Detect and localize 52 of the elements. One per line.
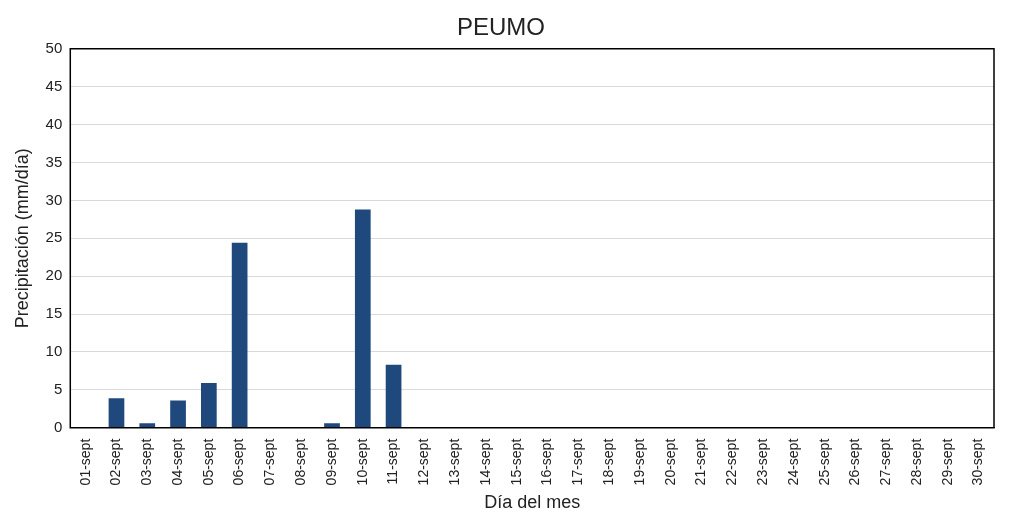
x-tick-label: 22-sept bbox=[723, 438, 740, 486]
x-tick-label: 18-sept bbox=[599, 438, 616, 486]
x-tick-label: 03-sept bbox=[138, 438, 155, 486]
y-tick-label: 10 bbox=[45, 342, 63, 360]
y-tick-label: 25 bbox=[45, 228, 63, 246]
x-tick-label: 01-sept bbox=[76, 438, 93, 486]
x-tick-label: 29-sept bbox=[938, 438, 955, 486]
x-tick-label: 07-sept bbox=[261, 438, 278, 486]
y-tick-label: 0 bbox=[53, 417, 63, 435]
x-tick-label: 04-sept bbox=[168, 438, 185, 486]
y-axis-title: Precipitación (mm/día) bbox=[11, 148, 32, 329]
x-tick-label: 12-sept bbox=[415, 438, 432, 486]
x-tick-label: 06-sept bbox=[230, 438, 247, 486]
x-tick-label: 30-sept bbox=[969, 438, 986, 486]
y-tick-label: 30 bbox=[45, 190, 63, 208]
x-tick-label: 26-sept bbox=[846, 438, 863, 486]
bar bbox=[354, 209, 371, 428]
x-tick-label: 25-sept bbox=[815, 438, 832, 486]
bar bbox=[139, 423, 156, 428]
x-tick-label: 13-sept bbox=[446, 438, 463, 486]
x-tick-label: 09-sept bbox=[322, 438, 339, 486]
x-tick-label: 11-sept bbox=[384, 438, 401, 485]
bar bbox=[385, 364, 402, 428]
x-axis-title: Día del mes bbox=[484, 492, 581, 513]
x-tick-label: 23-sept bbox=[753, 438, 770, 486]
y-tick-label: 35 bbox=[45, 152, 63, 170]
x-tick-label: 15-sept bbox=[507, 438, 524, 486]
y-tick-label: 5 bbox=[53, 379, 63, 397]
y-tick-label: 40 bbox=[45, 114, 63, 132]
x-tick-label: 05-sept bbox=[199, 438, 216, 486]
x-tick-label: 10-sept bbox=[353, 438, 370, 486]
y-tick-label: 45 bbox=[45, 76, 63, 94]
x-tick-label: 20-sept bbox=[661, 438, 678, 486]
x-tick-label: 24-sept bbox=[784, 438, 801, 486]
bar bbox=[170, 400, 186, 428]
x-tick-label: 27-sept bbox=[877, 438, 894, 486]
bar bbox=[200, 382, 217, 428]
x-tick-label: 19-sept bbox=[630, 438, 647, 486]
y-tick-label: 50 bbox=[45, 38, 63, 56]
bar bbox=[324, 423, 340, 428]
chart-title: PEUMO bbox=[456, 13, 546, 41]
x-tick-label: 28-sept bbox=[907, 438, 924, 486]
x-tick-label: 08-sept bbox=[292, 438, 309, 486]
x-tick-label: 17-sept bbox=[569, 438, 586, 486]
y-tick-label: 15 bbox=[45, 304, 63, 322]
x-tick-label: 21-sept bbox=[692, 438, 709, 486]
x-tick-label: 14-sept bbox=[476, 438, 493, 486]
x-tick-label: 16-sept bbox=[538, 438, 555, 486]
x-tick-label: 02-sept bbox=[107, 438, 124, 486]
bar bbox=[231, 242, 248, 428]
bar bbox=[108, 398, 125, 428]
y-tick-label: 20 bbox=[45, 266, 63, 284]
